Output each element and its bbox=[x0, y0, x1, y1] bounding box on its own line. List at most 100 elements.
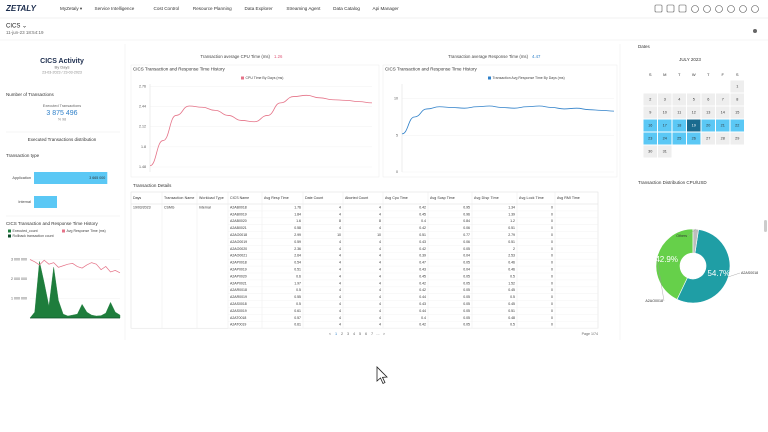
calendar-day[interactable]: 13 bbox=[706, 111, 710, 115]
calendar-day-bg[interactable] bbox=[672, 119, 687, 132]
donut-slice[interactable] bbox=[655, 228, 694, 300]
calendar-day-bg[interactable] bbox=[672, 132, 687, 145]
calendar-day-bg[interactable] bbox=[716, 93, 730, 106]
column-header[interactable]: Avg Lock Time bbox=[519, 196, 544, 200]
nav-item[interactable]: MyZetaly ▾ bbox=[60, 6, 83, 11]
calendar-day[interactable]: 23 bbox=[648, 137, 652, 141]
calendar-day[interactable]: 9 bbox=[649, 111, 651, 115]
calendar-day-bg[interactable] bbox=[701, 119, 716, 132]
calendar-day[interactable]: 21 bbox=[721, 124, 725, 128]
calendar-day-bg[interactable] bbox=[730, 132, 745, 145]
icon[interactable] bbox=[727, 5, 735, 13]
calendar-day[interactable]: 20 bbox=[706, 124, 710, 128]
calendar-day[interactable]: 27 bbox=[706, 137, 710, 141]
calendar-day-bg[interactable] bbox=[658, 119, 672, 132]
calendar-day-bg[interactable] bbox=[672, 93, 687, 106]
calendar-day[interactable]: 6 bbox=[707, 98, 709, 102]
nav-item[interactable]: Cost Control bbox=[154, 6, 180, 11]
calendar-day[interactable]: 26 bbox=[692, 137, 696, 141]
column-header[interactable]: Avg Susp Time bbox=[430, 196, 455, 200]
calendar-day-bg[interactable] bbox=[658, 145, 672, 158]
column-header[interactable]: Aborted Count bbox=[345, 196, 368, 200]
calendar-day-bg[interactable] bbox=[716, 106, 730, 119]
nav-item[interactable]: Api Manager bbox=[373, 6, 400, 11]
calendar-day[interactable]: 22 bbox=[735, 124, 739, 128]
nav-item[interactable]: Resource Planning bbox=[193, 6, 232, 11]
column-header[interactable]: Avg Disp Time bbox=[474, 196, 499, 200]
icon[interactable] bbox=[691, 5, 699, 13]
column-header[interactable]: Days bbox=[133, 196, 141, 200]
icon[interactable] bbox=[666, 4, 675, 13]
calendar-day[interactable]: 14 bbox=[721, 111, 725, 115]
icon[interactable] bbox=[739, 5, 747, 13]
scrollbar[interactable] bbox=[764, 220, 767, 232]
calendar-day[interactable]: 16 bbox=[648, 124, 652, 128]
nav-item[interactable]: Service Intelligence bbox=[95, 6, 135, 11]
column-header[interactable]: Avg Cpu Time bbox=[385, 196, 408, 200]
nav-item[interactable]: Streaming Agent bbox=[286, 6, 321, 11]
calendar-day-bg[interactable] bbox=[643, 93, 658, 106]
calendar-day[interactable]: 15 bbox=[735, 111, 739, 115]
column-header[interactable]: Workload Type bbox=[199, 196, 224, 200]
nav-item[interactable]: Data Catalog bbox=[333, 6, 360, 11]
calendar-day[interactable]: 19 bbox=[692, 124, 696, 128]
calendar-day-bg[interactable] bbox=[643, 119, 658, 132]
nav-item[interactable]: Data Explorer bbox=[245, 6, 274, 11]
calendar-day-bg[interactable] bbox=[730, 80, 745, 93]
calendar-day[interactable]: 17 bbox=[663, 124, 667, 128]
icon[interactable] bbox=[715, 5, 723, 13]
calendar-day-bg[interactable] bbox=[701, 132, 716, 145]
column-header[interactable]: CICS Name bbox=[230, 196, 249, 200]
page-link[interactable]: 6 bbox=[365, 332, 367, 336]
calendar-day-bg[interactable] bbox=[730, 106, 745, 119]
calendar-day[interactable]: 7 bbox=[722, 98, 724, 102]
calendar-day-bg[interactable] bbox=[730, 119, 745, 132]
calendar-day[interactable]: 1 bbox=[736, 85, 738, 89]
column-header[interactable]: Date Count bbox=[305, 196, 323, 200]
calendar-day-bg[interactable] bbox=[643, 145, 658, 158]
page-link[interactable]: 7 bbox=[371, 332, 373, 336]
page-link[interactable]: 2 bbox=[341, 332, 343, 336]
calendar-day-bg[interactable] bbox=[687, 132, 701, 145]
calendar-day-bg[interactable] bbox=[672, 106, 687, 119]
logo[interactable]: ZETALY bbox=[5, 4, 37, 13]
settings-dot[interactable] bbox=[753, 29, 757, 33]
calendar-day[interactable]: 4 bbox=[678, 98, 680, 102]
calendar-day-bg[interactable] bbox=[716, 119, 730, 132]
icon[interactable] bbox=[751, 5, 759, 13]
calendar-day[interactable]: 3 bbox=[664, 98, 666, 102]
calendar-day-bg[interactable] bbox=[687, 106, 701, 119]
calendar-day[interactable]: 8 bbox=[736, 98, 738, 102]
column-header[interactable]: Avg Resp Time bbox=[264, 196, 289, 200]
calendar-day-bg[interactable] bbox=[701, 93, 716, 106]
page-link[interactable]: 5 bbox=[359, 332, 361, 336]
calendar-day-bg[interactable] bbox=[658, 93, 672, 106]
calendar-day-bg[interactable] bbox=[687, 119, 701, 132]
calendar-day-bg[interactable] bbox=[658, 132, 672, 145]
icon[interactable] bbox=[678, 4, 687, 13]
calendar-day-bg[interactable] bbox=[716, 132, 730, 145]
calendar-day[interactable]: 11 bbox=[677, 111, 681, 115]
icon[interactable] bbox=[703, 5, 711, 13]
page-link[interactable]: 1 bbox=[335, 332, 337, 336]
calendar-day[interactable]: 18 bbox=[677, 124, 681, 128]
calendar-day[interactable]: 10 bbox=[663, 111, 667, 115]
calendar-day[interactable]: 5 bbox=[693, 98, 695, 102]
calendar-day[interactable]: 12 bbox=[692, 111, 696, 115]
calendar-day[interactable]: 24 bbox=[663, 137, 667, 141]
calendar-day[interactable]: 30 bbox=[648, 150, 652, 154]
page-link[interactable]: < bbox=[329, 332, 332, 336]
page-link[interactable]: > bbox=[383, 332, 386, 336]
column-header[interactable]: Avg RMI Time bbox=[557, 196, 580, 200]
calendar-day[interactable]: 25 bbox=[677, 137, 681, 141]
page-link[interactable]: ... bbox=[376, 332, 379, 336]
column-header[interactable]: Transaction Name bbox=[164, 196, 194, 200]
page-link[interactable]: 3 bbox=[347, 332, 349, 336]
donut-slice[interactable] bbox=[676, 229, 731, 304]
calendar-day[interactable]: 2 bbox=[649, 98, 651, 102]
calendar-day-bg[interactable] bbox=[701, 106, 716, 119]
donut-slice[interactable] bbox=[692, 228, 699, 254]
page-link[interactable]: 4 bbox=[353, 332, 355, 336]
icon[interactable] bbox=[654, 4, 663, 13]
calendar-day-bg[interactable] bbox=[643, 132, 658, 145]
